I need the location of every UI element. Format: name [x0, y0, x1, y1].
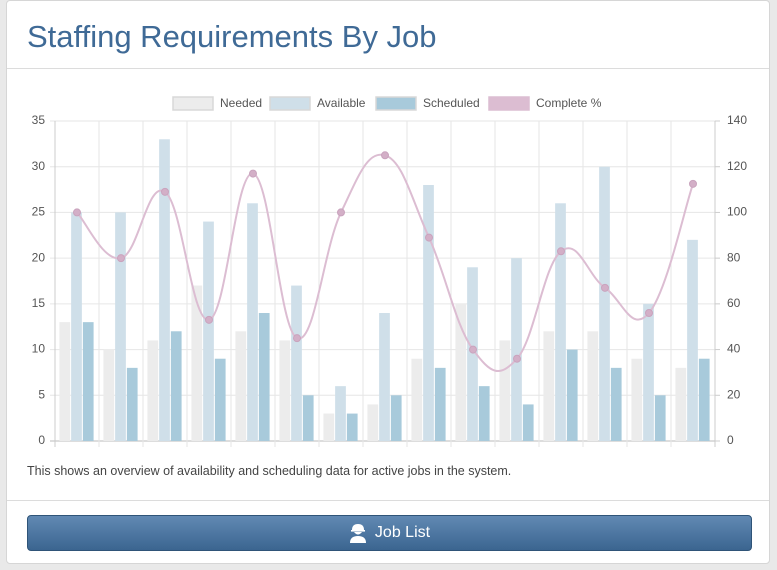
description: This shows an overview of availability a… — [27, 464, 512, 478]
bar — [147, 340, 159, 441]
bar — [170, 331, 182, 441]
bar — [467, 267, 478, 441]
bar — [587, 331, 599, 441]
divider — [7, 68, 769, 69]
y-tick-label: 35 — [32, 113, 46, 127]
bar — [654, 395, 666, 441]
legend-swatch — [488, 96, 530, 111]
legend-swatch — [375, 96, 417, 111]
y-tick-label: 0 — [38, 433, 45, 447]
bar — [335, 386, 346, 441]
bar — [302, 395, 314, 441]
bar — [543, 331, 555, 441]
bar — [379, 313, 390, 441]
bar — [82, 322, 94, 441]
y2-tick-label: 80 — [727, 250, 741, 264]
bar — [346, 413, 358, 441]
bar — [323, 413, 335, 441]
point — [117, 254, 125, 263]
job-list-button[interactable]: Job List — [27, 515, 752, 551]
bar — [631, 358, 643, 441]
bar — [555, 203, 566, 441]
bar — [367, 404, 379, 441]
legend-label: Scheduled — [423, 96, 480, 110]
legend-swatch — [172, 96, 214, 111]
point — [381, 151, 389, 160]
point — [249, 169, 257, 178]
y2-tick-label: 60 — [727, 296, 741, 310]
bar — [279, 340, 291, 441]
bar — [675, 367, 687, 441]
bar — [411, 358, 423, 441]
y-tick-label: 30 — [32, 159, 46, 173]
bar — [599, 166, 610, 441]
point — [601, 283, 609, 292]
bar — [115, 212, 126, 441]
button-label: Job List — [374, 524, 431, 541]
y-tick-label: 20 — [32, 250, 46, 264]
worker-icon — [349, 524, 366, 543]
point — [557, 247, 565, 256]
bar — [291, 285, 302, 441]
bar — [499, 340, 511, 441]
y-tick-label: 10 — [32, 342, 46, 356]
panel-title: Staffing Requirements By Job — [27, 19, 437, 54]
divider — [7, 500, 769, 501]
bar — [687, 239, 698, 441]
chart: 0 5 10 15 20 25 30 35 0 20 40 60 80 100 120 140 Needed Av… — [32, 96, 748, 447]
bar — [566, 349, 578, 441]
point — [469, 345, 477, 354]
bar — [235, 331, 247, 441]
y2-tick-label: 40 — [727, 342, 741, 356]
legend-label: Complete % — [536, 96, 602, 110]
legend-swatch — [269, 96, 311, 111]
bar — [455, 303, 467, 441]
y-tick-label: 15 — [32, 296, 46, 310]
panel: Staffing Requirements By Job This shows … — [6, 0, 770, 564]
y2-tick-label: 20 — [727, 387, 741, 401]
y2-tick-label: 140 — [727, 113, 747, 127]
y2-tick-label: 100 — [727, 205, 747, 219]
bar — [390, 395, 402, 441]
bar — [643, 303, 654, 441]
bar — [434, 367, 446, 441]
y-tick-label: 25 — [32, 205, 46, 219]
point — [689, 179, 697, 188]
bar — [511, 258, 522, 441]
bar — [126, 367, 138, 441]
bar — [610, 367, 622, 441]
point — [513, 354, 521, 363]
bar — [103, 349, 115, 441]
y2-tick-label: 0 — [727, 433, 734, 447]
bar — [698, 358, 710, 441]
bar — [71, 212, 82, 441]
bar — [191, 285, 203, 441]
y2-tick-label: 120 — [727, 159, 747, 173]
legend-label: Available — [317, 96, 366, 110]
point — [425, 233, 433, 242]
y-tick-label: 5 — [38, 387, 45, 401]
bar — [258, 313, 270, 441]
bar — [59, 322, 71, 441]
bar — [159, 139, 170, 442]
bar — [478, 386, 490, 441]
bar — [522, 404, 534, 441]
bar — [214, 358, 226, 441]
bar — [203, 221, 214, 441]
point — [293, 334, 301, 343]
point — [205, 315, 213, 324]
point — [73, 208, 81, 217]
legend-label: Needed — [220, 96, 262, 110]
point — [161, 187, 169, 196]
bar — [247, 203, 258, 441]
bar — [423, 185, 434, 441]
point — [337, 208, 345, 217]
point — [645, 309, 653, 317]
line — [76, 153, 694, 372]
